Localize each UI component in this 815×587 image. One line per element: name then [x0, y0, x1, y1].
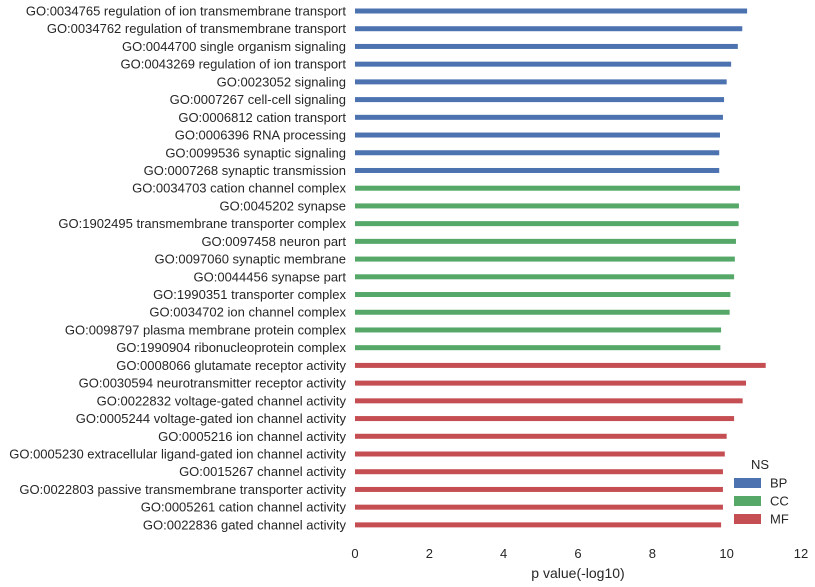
bar-bp	[355, 79, 727, 85]
bar-cc	[355, 238, 736, 244]
bar-mf	[355, 469, 723, 475]
bar-cc	[355, 203, 739, 209]
y-tick-label: GO:1990904 ribonucleoprotein complex	[116, 340, 346, 355]
bar-mf	[355, 433, 727, 439]
legend-swatch-bp	[734, 478, 761, 488]
y-tick-label: GO:0022803 passive transmembrane transpo…	[19, 482, 346, 497]
bar-bp	[355, 43, 738, 49]
legend-label-cc: CC	[770, 494, 789, 509]
y-tick-label: GO:0098797 plasma membrane protein compl…	[65, 322, 347, 337]
legend: NS BP CC MF	[734, 457, 789, 527]
y-tick-label: GO:0097060 synaptic membrane	[155, 252, 347, 267]
y-tick-label: GO:0099536 synaptic signaling	[165, 145, 346, 160]
y-tick-label: GO:0022832 voltage-gated channel activit…	[97, 393, 347, 408]
bar-bp	[355, 8, 748, 14]
bar-mf	[355, 504, 723, 510]
legend-title: NS	[751, 457, 769, 472]
y-tick-label: GO:0005244 voltage-gated ion channel act…	[76, 411, 347, 426]
bar-bp	[355, 114, 723, 120]
bar-bp	[355, 26, 743, 32]
y-tick-label: GO:0034762 regulation of transmembrane t…	[47, 21, 347, 36]
bar-mf	[355, 522, 722, 528]
bar-cc	[355, 256, 735, 262]
y-tick-label: GO:0034765 regulation of ion transmembra…	[26, 4, 347, 19]
y-tick-label: GO:0006812 cation transport	[178, 110, 346, 125]
y-tick-label: GO:0008066 glutamate receptor activity	[116, 358, 346, 373]
y-tick-label: GO:0015267 channel activity	[179, 464, 346, 479]
y-tick-label: GO:0043269 regulation of ion transport	[121, 57, 347, 72]
x-tick-label: 4	[500, 546, 507, 561]
bar-cc	[355, 292, 731, 298]
bar-mf	[355, 380, 746, 386]
y-tick-label: GO:0023052 signaling	[217, 74, 346, 89]
x-axis: p value(-log10) 0 2 4 6 8 10 12	[351, 546, 808, 581]
bar-cc	[355, 309, 730, 315]
bar-mf	[355, 416, 735, 422]
y-labels-layer: GO:0034765 regulation of ion transmembra…	[9, 4, 346, 533]
y-tick-label: GO:0097458 neuron part	[201, 234, 346, 249]
y-tick-label: GO:1902495 transmembrane transporter com…	[58, 216, 346, 231]
y-tick-label: GO:0005230 extracellular ligand-gated io…	[9, 447, 346, 462]
x-tick-label: 8	[649, 546, 656, 561]
bar-cc	[355, 221, 739, 227]
x-axis-label: p value(-log10)	[531, 565, 624, 581]
bar-bp	[355, 132, 720, 138]
y-tick-label: GO:0007267 cell-cell signaling	[170, 92, 346, 107]
x-tick-label: 0	[351, 546, 358, 561]
x-tick-label: 2	[426, 546, 433, 561]
bars-layer	[355, 8, 766, 528]
y-tick-label: GO:0022836 gated channel activity	[143, 517, 347, 532]
x-tick-label: 10	[719, 546, 733, 561]
x-tick-label: 12	[794, 546, 808, 561]
bar-mf	[355, 398, 743, 404]
y-tick-label: GO:0034702 ion channel complex	[149, 305, 346, 320]
bar-cc	[355, 345, 721, 351]
legend-label-mf: MF	[770, 512, 789, 527]
bar-mf	[355, 451, 725, 457]
bar-cc	[355, 274, 735, 280]
legend-swatch-mf	[734, 514, 761, 524]
legend-swatch-cc	[734, 496, 761, 506]
bar-mf	[355, 486, 723, 492]
y-tick-label: GO:0034703 cation channel complex	[132, 181, 346, 196]
y-tick-label: GO:0044700 single organism signaling	[122, 39, 346, 54]
y-tick-label: GO:0045202 synapse	[220, 198, 346, 213]
bar-mf	[355, 362, 766, 368]
bar-bp	[355, 167, 720, 173]
bar-bp	[355, 61, 732, 67]
y-tick-label: GO:0005216 ion channel activity	[158, 429, 346, 444]
bar-cc	[355, 185, 741, 191]
y-tick-label: GO:0044456 synapse part	[194, 269, 347, 284]
y-tick-label: GO:0007268 synaptic transmission	[144, 163, 346, 178]
bar-cc	[355, 327, 722, 333]
y-tick-label: GO:0005261 cation channel activity	[141, 500, 347, 515]
legend-label-bp: BP	[770, 476, 787, 491]
x-tick-label: 6	[574, 546, 581, 561]
bar-bp	[355, 97, 725, 103]
y-tick-label: GO:0006396 RNA processing	[175, 128, 346, 143]
y-tick-label: GO:0030594 neurotransmitter receptor act…	[79, 376, 347, 391]
y-tick-label: GO:1990351 transporter complex	[153, 287, 346, 302]
bar-bp	[355, 150, 720, 156]
